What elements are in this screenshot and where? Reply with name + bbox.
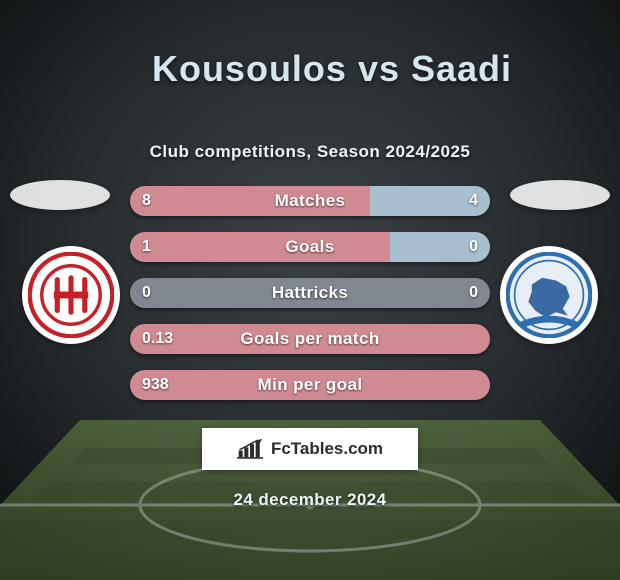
content-root: Kousoulos vs Saadi Club competitions, Se… bbox=[0, 0, 620, 580]
title-player-left: Kousoulos bbox=[152, 48, 347, 89]
left-club-crest-icon bbox=[28, 252, 114, 338]
stat-label: Hattricks bbox=[272, 283, 348, 303]
subtitle: Club competitions, Season 2024/2025 bbox=[150, 142, 471, 162]
left-side-ellipse bbox=[10, 180, 110, 210]
stat-label: Matches bbox=[275, 191, 346, 211]
stat-row: Goals per match 0.13 bbox=[130, 324, 490, 354]
stat-value-left: 938 bbox=[142, 370, 169, 400]
stat-value-right: 0 bbox=[469, 278, 478, 308]
comparison-arena: Matches 8 4 Goals 1 0 Hattricks 0 0 Goals per mat… bbox=[0, 186, 620, 400]
page-title: Kousoulos vs Saadi bbox=[108, 6, 512, 132]
stat-value-left: 8 bbox=[142, 186, 151, 216]
right-club-crest-icon bbox=[506, 252, 592, 338]
stat-value-left: 1 bbox=[142, 232, 151, 262]
stat-value-left: 0 bbox=[142, 278, 151, 308]
footer-date: 24 december 2024 bbox=[234, 490, 387, 510]
stat-row: Matches 8 4 bbox=[130, 186, 490, 216]
stat-row: Goals 1 0 bbox=[130, 232, 490, 262]
left-club-badge bbox=[22, 246, 120, 344]
stat-label: Min per goal bbox=[258, 375, 363, 395]
stat-row: Min per goal 938 bbox=[130, 370, 490, 400]
title-player-right: Saadi bbox=[411, 48, 512, 89]
stat-row: Hattricks 0 0 bbox=[130, 278, 490, 308]
stat-seg-left bbox=[130, 232, 390, 262]
stat-value-left: 0.13 bbox=[142, 324, 173, 354]
stat-label: Goals bbox=[285, 237, 334, 257]
brand-chart-icon bbox=[237, 439, 263, 459]
title-vs: vs bbox=[347, 48, 411, 89]
stat-value-right: 0 bbox=[469, 232, 478, 262]
stat-rows: Matches 8 4 Goals 1 0 Hattricks 0 0 Goals per mat… bbox=[130, 186, 490, 400]
stat-label: Goals per match bbox=[240, 329, 379, 349]
stat-value-right: 4 bbox=[469, 186, 478, 216]
brand-box: FcTables.com bbox=[202, 428, 418, 470]
right-club-badge bbox=[500, 246, 598, 344]
right-side-ellipse bbox=[510, 180, 610, 210]
brand-text: FcTables.com bbox=[271, 439, 383, 459]
